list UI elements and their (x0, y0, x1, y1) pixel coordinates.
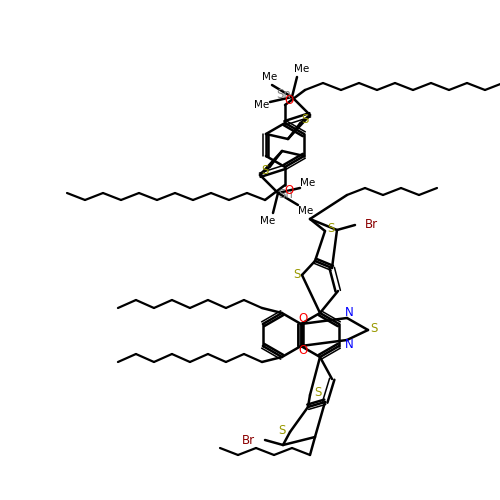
Text: Br: Br (242, 434, 255, 446)
Text: Me: Me (254, 100, 270, 110)
Text: Me: Me (260, 216, 276, 226)
Text: N: N (344, 306, 354, 320)
Text: Me: Me (300, 178, 316, 188)
Text: S: S (278, 424, 285, 436)
Text: S: S (294, 268, 300, 281)
Text: O: O (298, 312, 308, 326)
Text: N: N (344, 338, 354, 351)
Text: S: S (328, 222, 334, 234)
Text: O: O (284, 94, 294, 106)
Text: S: S (314, 386, 322, 400)
Text: Sn: Sn (276, 88, 291, 102)
Text: O: O (298, 344, 308, 358)
Text: S: S (262, 164, 268, 177)
Text: Me: Me (298, 206, 314, 216)
Text: Me: Me (294, 64, 310, 74)
Text: S: S (370, 322, 378, 334)
Text: Br: Br (365, 218, 378, 232)
Text: Me: Me (262, 72, 278, 82)
Text: O: O (284, 184, 294, 196)
Text: Sn: Sn (278, 188, 293, 202)
Text: S: S (302, 113, 308, 126)
